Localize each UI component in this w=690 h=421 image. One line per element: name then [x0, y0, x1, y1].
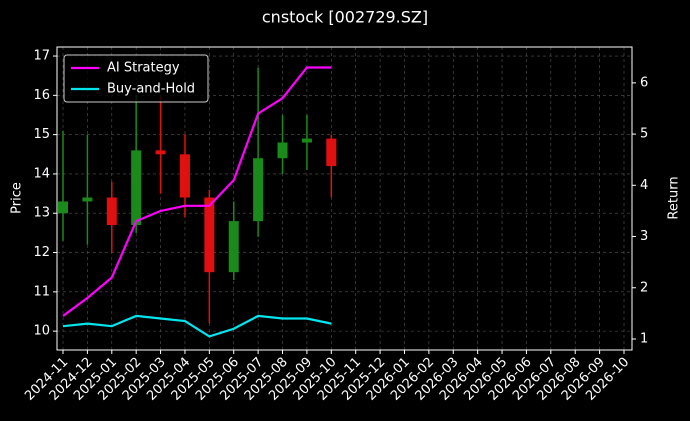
- y-tick-label: 10: [33, 324, 50, 339]
- y-tick-label: 15: [33, 127, 50, 142]
- y2-tick-label: 5: [640, 127, 648, 142]
- candle-body: [301, 138, 312, 143]
- y-tick-label: 17: [33, 49, 50, 64]
- candle-body: [326, 138, 337, 167]
- legend-label: Buy-and-Hold: [107, 82, 195, 97]
- candle-body: [277, 142, 288, 159]
- candle-body: [204, 197, 215, 273]
- candle-body: [58, 201, 68, 214]
- y2-tick-label: 6: [640, 75, 648, 90]
- candle-body: [228, 221, 239, 273]
- candle-body: [155, 150, 166, 155]
- legend-box: [63, 54, 209, 103]
- candle-body: [131, 150, 142, 226]
- y2-axis-label: Return: [667, 176, 682, 219]
- candle-body: [82, 197, 93, 202]
- candle-body: [106, 197, 117, 226]
- candle-body: [179, 154, 190, 198]
- y-axis-label: Price: [10, 182, 25, 214]
- y2-tick-label: 1: [640, 331, 648, 346]
- y-tick-label: 14: [33, 166, 50, 181]
- plot-frame: [56, 46, 633, 351]
- legend-label: AI Strategy: [107, 61, 180, 76]
- y-tick-label: 12: [33, 245, 50, 260]
- y-tick-label: 11: [33, 284, 50, 299]
- chart-title: cnstock [002729.SZ]: [262, 8, 428, 27]
- y-tick-label: 13: [33, 206, 50, 221]
- candle-body: [253, 158, 264, 222]
- line: [62, 66, 332, 317]
- line: [62, 314, 332, 338]
- y2-tick-label: 4: [640, 178, 648, 193]
- y2-tick-label: 2: [640, 280, 648, 295]
- y2-tick-label: 3: [640, 229, 648, 244]
- y-tick-label: 16: [33, 88, 50, 103]
